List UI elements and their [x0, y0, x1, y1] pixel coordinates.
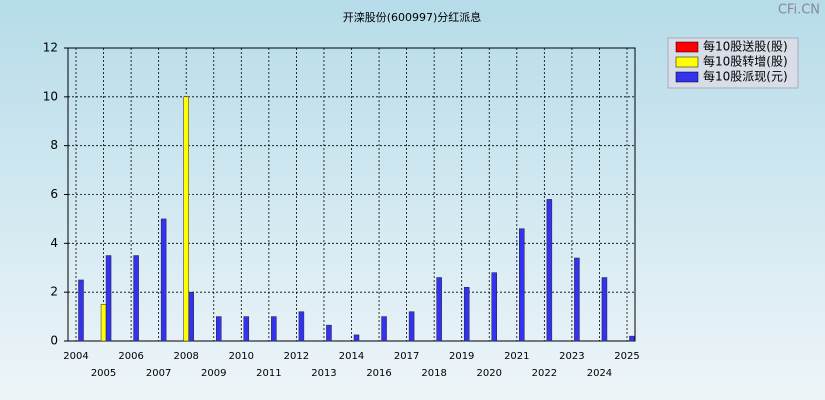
bar [629, 335, 635, 342]
bar [243, 316, 250, 342]
bar [216, 316, 222, 342]
bar [436, 277, 442, 342]
legend-swatch [675, 71, 699, 83]
x-tick-label: 2014 [339, 351, 364, 362]
bar [105, 255, 112, 342]
x-tick-label: 2021 [504, 351, 529, 362]
y-tick-label: 6 [50, 187, 58, 201]
x-tick-label: 2007 [146, 368, 171, 379]
legend-swatch [675, 41, 699, 53]
x-tick-label: 2011 [256, 368, 281, 379]
x-tick-label: 2010 [229, 351, 254, 362]
x-tick-label: 2016 [366, 368, 391, 379]
bar [408, 311, 415, 342]
bar [463, 287, 470, 342]
y-tick-label: 4 [50, 236, 58, 250]
y-tick-label: 8 [50, 138, 58, 152]
bar [326, 324, 332, 342]
x-tick-label: 2020 [477, 368, 502, 379]
bar [271, 316, 277, 342]
bar [546, 199, 553, 342]
x-tick-label: 2006 [118, 351, 143, 362]
bar [183, 96, 189, 342]
x-tick-label: 2024 [587, 368, 612, 379]
bar [100, 304, 107, 342]
x-tick-label: 2004 [63, 351, 88, 362]
bar [574, 257, 580, 342]
y-tick-label: 10 [43, 89, 58, 103]
bar [160, 218, 167, 342]
x-tick-label: 2009 [201, 368, 226, 379]
x-tick-label: 2022 [532, 368, 557, 379]
y-tick-label: 2 [50, 285, 58, 299]
bar [491, 272, 497, 342]
plot-frame [67, 47, 636, 342]
bar [78, 279, 84, 342]
legend-label: 每10股派现(元) [703, 69, 788, 84]
chart-title: 开滦股份(600997)分红派息 [343, 10, 482, 24]
legend-swatch [675, 56, 699, 68]
x-tick-label: 2019 [449, 351, 474, 362]
y-tick-label: 12 [43, 41, 58, 55]
x-tick-label: 2025 [614, 351, 639, 362]
bar [298, 311, 305, 342]
bar [381, 316, 387, 342]
x-tick-label: 2023 [559, 351, 584, 362]
watermark: CFi.CN [778, 3, 820, 18]
bar [519, 228, 525, 342]
y-tick-label: 0 [50, 334, 58, 348]
legend-label: 每10股送股(股) [703, 39, 788, 54]
bar [353, 334, 360, 342]
x-tick-label: 2005 [91, 368, 116, 379]
x-tick-label: 2017 [394, 351, 419, 362]
x-tick-label: 2013 [311, 368, 336, 379]
x-tick-label: 2008 [173, 351, 198, 362]
bar [601, 277, 608, 342]
bar [133, 255, 139, 342]
legend-label: 每10股转增(股) [703, 54, 788, 69]
x-tick-label: 2012 [284, 351, 309, 362]
x-tick-label: 2018 [421, 368, 446, 379]
bar [188, 291, 194, 342]
